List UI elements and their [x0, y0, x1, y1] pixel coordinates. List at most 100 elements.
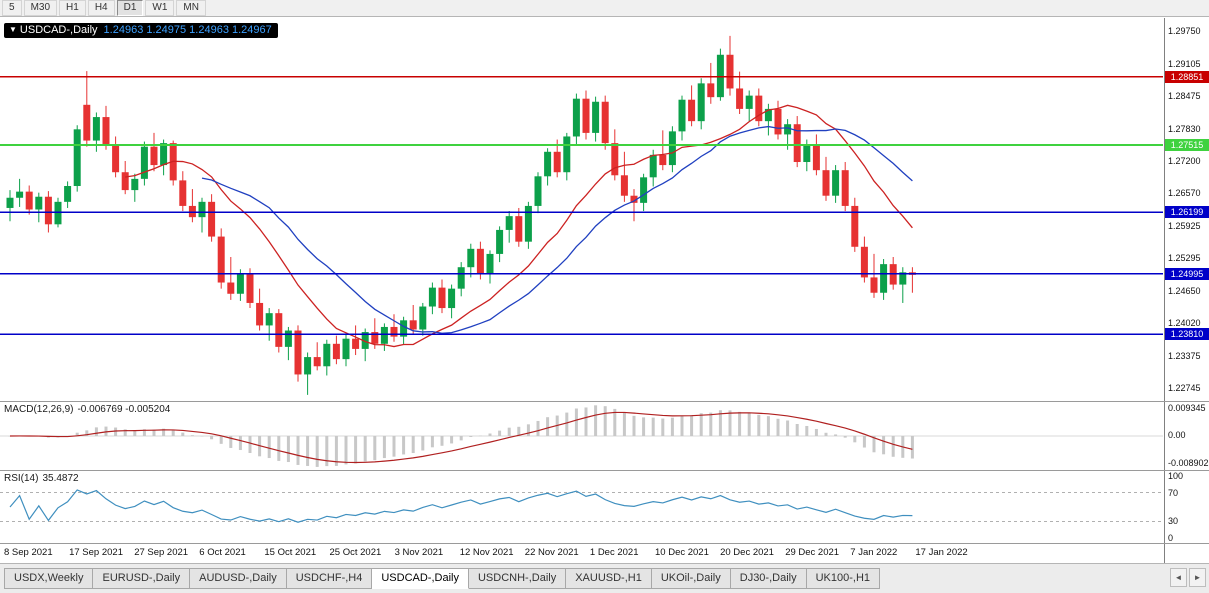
macd-histogram-bar	[123, 429, 127, 436]
macd-tick: 0.009345	[1168, 403, 1206, 413]
symbol-tab-usdcad-daily[interactable]: USDCAD-,Daily	[372, 568, 469, 589]
price-chart-panel[interactable]: ▼ USDCAD-,Daily 1.24963 1.24975 1.24963 1.…	[0, 18, 1163, 401]
symbol-tab-usdx-weekly[interactable]: USDX,Weekly	[4, 568, 94, 589]
macd-histogram-bar	[440, 436, 444, 446]
symbol-tab-uk100-h1[interactable]: UK100-,H1	[806, 568, 881, 589]
date-label: 12 Nov 2021	[459, 547, 514, 558]
macd-chart[interactable]	[0, 402, 1163, 470]
macd-histogram-bar	[238, 436, 242, 451]
candlestick-chart[interactable]	[0, 18, 1163, 401]
macd-histogram-bar	[872, 436, 876, 453]
date-label: 25 Oct 2021	[329, 547, 382, 558]
candle-body	[745, 95, 753, 109]
candle-body	[35, 196, 43, 210]
timeframe-button-d1[interactable]: D1	[116, 0, 144, 16]
macd-histogram-bar	[363, 436, 367, 462]
macd-histogram-bar	[507, 427, 511, 436]
price-axis-column[interactable]: 1.29750 1.29105 1.28475 1.27830 1.27200 1.265…	[1164, 18, 1209, 563]
symbol-tab-xauusd-h1[interactable]: XAUUSD-,H1	[566, 568, 652, 589]
symbol-tab-dj30-daily[interactable]: DJ30-,Daily	[730, 568, 807, 589]
macd-histogram-bar	[190, 435, 194, 436]
candle-body	[54, 201, 62, 225]
symbol-tab-ukoil-daily[interactable]: UKOil-,Daily	[651, 568, 731, 589]
time-axis[interactable]: 8 Sep 2021 17 Sep 2021 27 Sep 2021 6 Oct 20…	[0, 544, 1163, 563]
candle-body	[524, 205, 532, 242]
price-tick: 1.24020	[1168, 318, 1201, 329]
macd-histogram-bar	[450, 436, 454, 444]
tab-scroll-left[interactable]: ◄	[1170, 568, 1187, 587]
candle-body	[822, 170, 830, 196]
candle-body	[313, 357, 321, 367]
symbol-title: USDCAD-,Daily	[19, 24, 98, 36]
macd-histogram-bar	[795, 424, 799, 436]
macd-histogram-bar	[718, 410, 722, 436]
timeframe-button-w1[interactable]: W1	[145, 0, 175, 16]
macd-histogram-bar	[334, 436, 338, 466]
candle-body	[448, 288, 456, 309]
macd-histogram-bar	[219, 436, 223, 444]
symbol-tab-usdchf-h4[interactable]: USDCHF-,H4	[286, 568, 373, 589]
macd-histogram-bar	[747, 412, 751, 436]
macd-histogram-bar	[853, 436, 857, 443]
symbol-title-chip[interactable]: ▼ USDCAD-,Daily 1.24963 1.24975 1.24963 1.…	[4, 23, 278, 38]
price-tick: 1.22745	[1168, 383, 1201, 394]
panel-separator-2[interactable]	[0, 470, 1209, 471]
price-axis-macd: 0.009345 0.00 -0.008902	[1165, 402, 1209, 470]
symbol-tab-usdcnh-daily[interactable]: USDCNH-,Daily	[468, 568, 567, 589]
candle-body	[668, 131, 676, 166]
macd-histogram-bar	[229, 436, 233, 448]
date-label: 27 Sep 2021	[134, 547, 189, 558]
candle-body	[64, 186, 72, 202]
candle-body	[246, 274, 254, 303]
candle-body	[102, 117, 110, 145]
price-badge-1.24995: 1.24995	[1165, 267, 1209, 280]
macd-histogram-bar	[622, 412, 626, 436]
macd-signal-line	[9, 411, 913, 464]
macd-histogram-bar	[670, 417, 674, 436]
macd-histogram-bar	[786, 420, 790, 436]
macd-histogram-bar	[325, 436, 329, 467]
candle-body	[227, 282, 235, 294]
timeframe-button-m30[interactable]: M30	[23, 0, 58, 16]
tab-scroll-right[interactable]: ►	[1189, 568, 1206, 587]
macd-panel[interactable]: MACD(12,26,9) -0.006769 -0.005204	[0, 402, 1163, 470]
macd-histogram-bar	[488, 433, 492, 436]
timeframe-button-h1[interactable]: H1	[59, 0, 86, 16]
candle-body	[438, 287, 446, 309]
timeframe-button-5[interactable]: 5	[2, 0, 22, 16]
macd-histogram-bar	[469, 436, 473, 437]
date-label: 1 Dec 2021	[589, 547, 639, 558]
date-label: 20 Dec 2021	[720, 547, 774, 558]
macd-histogram-bar	[738, 411, 742, 436]
candle-body	[764, 108, 772, 122]
candle-body	[428, 287, 436, 307]
candle-body	[457, 267, 465, 289]
candle-body	[736, 88, 744, 109]
candle-body	[179, 180, 187, 206]
timeframe-button-mn[interactable]: MN	[176, 0, 206, 16]
candle-body	[678, 99, 686, 132]
price-tick: 1.29750	[1168, 25, 1201, 36]
candle-body	[361, 332, 369, 349]
macd-histogram-bar	[891, 436, 895, 457]
rsi-panel[interactable]: RSI(14) 35.4872	[0, 471, 1163, 543]
macd-histogram-bar	[286, 436, 290, 463]
rsi-value: 35.4872	[42, 473, 79, 484]
macd-histogram-bar	[430, 436, 434, 448]
rsi-chart[interactable]	[0, 471, 1163, 543]
candle-body	[352, 338, 360, 349]
timeframe-button-h4[interactable]: H4	[87, 0, 115, 16]
macd-histogram-bar	[728, 410, 732, 436]
macd-histogram-bar	[642, 417, 646, 436]
symbol-tab-eurusd-daily[interactable]: EURUSD-,Daily	[93, 568, 191, 589]
rsi-tick: 70	[1168, 487, 1179, 498]
macd-histogram-bar	[757, 414, 761, 436]
panel-separator-1[interactable]	[0, 401, 1209, 402]
price-tick: 1.23375	[1168, 351, 1201, 362]
macd-histogram-bar	[594, 405, 598, 436]
symbol-tab-audusd-daily[interactable]: AUDUSD-,Daily	[190, 568, 287, 589]
macd-histogram-bar	[277, 436, 281, 461]
macd-histogram-bar	[114, 427, 118, 436]
candle-body	[400, 320, 408, 337]
candle-body	[726, 54, 734, 89]
